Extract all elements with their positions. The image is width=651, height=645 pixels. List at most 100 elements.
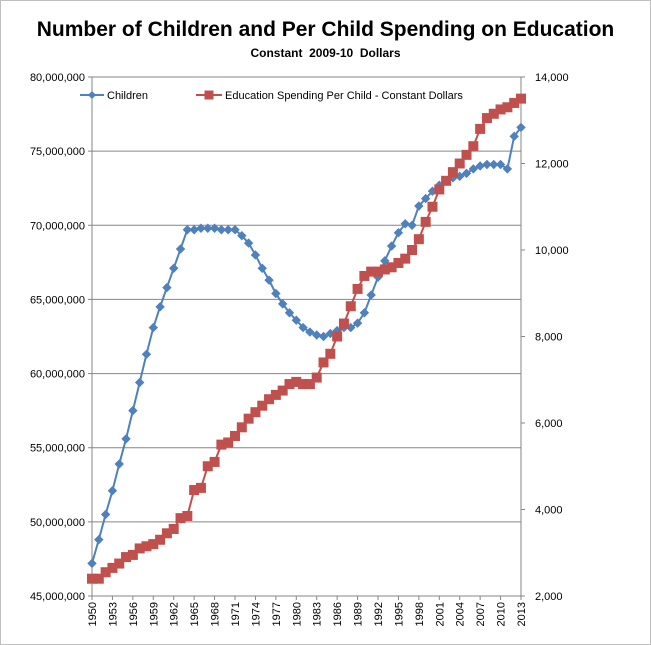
point-children-1971 xyxy=(230,225,240,235)
point-children-1964 xyxy=(182,225,193,235)
series-line-0 xyxy=(91,126,522,564)
point-spending-1973 xyxy=(243,413,254,424)
point-children-1950 xyxy=(87,558,97,569)
point-children-1995 xyxy=(393,227,404,238)
point-spending-1974 xyxy=(250,407,261,418)
point-children-1984 xyxy=(318,331,329,342)
point-spending-2013 xyxy=(516,93,526,104)
point-children-1990 xyxy=(359,308,370,318)
point-spending-1975 xyxy=(257,400,268,411)
point-children-2009 xyxy=(489,159,499,170)
point-children-1991 xyxy=(366,290,376,300)
point-children-1955 xyxy=(121,434,131,444)
point-children-1975 xyxy=(257,263,267,273)
x-tick-label-17: 2001 xyxy=(434,602,446,626)
point-children-1994 xyxy=(386,241,397,251)
point-spending-1978 xyxy=(277,385,288,396)
chart-subtitle: Constant 2009-10 Dollars xyxy=(250,46,401,60)
legend-label-spending: Education Spending Per Child - Constant … xyxy=(225,90,463,102)
point-children-1976 xyxy=(264,275,274,285)
x-tick-label-10: 1980 xyxy=(291,602,303,626)
x-tick-label-15: 1995 xyxy=(393,602,405,626)
legend-item-spending: Education Spending Per Child - Constant … xyxy=(196,90,463,102)
left-tick-label-2: 55,000,000 xyxy=(30,443,85,455)
point-spending-1971 xyxy=(230,430,240,441)
x-tick-label-16: 1998 xyxy=(414,602,426,626)
right-tick-label-4: 10,000 xyxy=(535,245,569,257)
legend-marker-spending xyxy=(204,90,214,100)
point-spending-1964 xyxy=(182,510,193,521)
point-children-1970 xyxy=(223,225,233,235)
point-spending-1982 xyxy=(304,379,315,390)
x-tick-label-5: 1965 xyxy=(189,602,201,626)
x-axis-ticks: 1950 1953 1956 1959 1962 1965 1968 1971 1974 1977… xyxy=(87,596,528,626)
point-children-1956 xyxy=(128,405,138,416)
point-children-2006 xyxy=(468,164,479,174)
point-spending-1960 xyxy=(155,534,166,545)
axes xyxy=(91,77,522,597)
x-tick-label-12: 1986 xyxy=(332,602,344,626)
left-tick-label-0: 45,000,000 xyxy=(30,591,85,603)
point-children-1959 xyxy=(148,322,158,333)
point-spending-2001 xyxy=(434,184,445,195)
point-children-1973 xyxy=(243,238,254,248)
right-tick-label-1: 4,000 xyxy=(535,505,563,517)
point-children-1966 xyxy=(196,223,206,233)
x-tick-label-3: 1959 xyxy=(148,602,160,626)
right-axis-ticks: 2,000 4,000 6,000 8,000 10,000 12,000 14,000 xyxy=(521,72,569,603)
point-children-1980 xyxy=(291,315,301,325)
point-children-1965 xyxy=(189,225,199,235)
point-spending-1972 xyxy=(236,422,247,433)
point-children-1974 xyxy=(250,250,261,260)
x-tick-label-7: 1971 xyxy=(230,602,242,626)
point-spending-1998 xyxy=(413,234,424,245)
point-spending-1999 xyxy=(420,216,431,227)
point-spending-2003 xyxy=(447,167,458,178)
point-spending-2000 xyxy=(427,201,438,212)
point-children-1969 xyxy=(216,225,227,235)
point-spending-1954 xyxy=(114,558,125,569)
gridlines xyxy=(92,76,521,523)
series-group xyxy=(87,93,526,584)
point-children-1978 xyxy=(277,299,288,309)
x-tick-label-6: 1968 xyxy=(210,602,222,626)
point-spending-1987 xyxy=(338,318,349,329)
point-children-2010 xyxy=(495,159,506,170)
point-children-2011 xyxy=(502,164,513,174)
point-children-1962 xyxy=(169,263,179,273)
chart-title: Number of Children and Per Child Spendin… xyxy=(36,18,615,41)
point-children-1998 xyxy=(414,201,424,211)
point-spending-1956 xyxy=(127,549,138,560)
point-children-1983 xyxy=(312,330,322,340)
right-tick-label-3: 8,000 xyxy=(535,332,563,344)
point-children-1981 xyxy=(298,322,308,333)
point-spending-1996 xyxy=(400,253,411,264)
point-spending-1983 xyxy=(311,372,322,383)
x-tick-label-19: 2007 xyxy=(475,602,487,626)
x-tick-label-18: 2004 xyxy=(455,602,467,626)
point-children-1967 xyxy=(203,223,213,233)
series-diamond xyxy=(87,122,526,569)
x-tick-label-2: 1956 xyxy=(128,602,140,626)
point-children-1977 xyxy=(271,288,281,299)
legend-item-children: Children xyxy=(80,90,148,102)
right-tick-label-2: 6,000 xyxy=(535,418,563,430)
point-spending-1997 xyxy=(407,245,418,255)
point-children-1989 xyxy=(352,318,363,328)
point-children-1963 xyxy=(175,244,186,254)
left-tick-label-6: 75,000,000 xyxy=(30,146,85,158)
point-children-1951 xyxy=(94,534,104,545)
left-tick-label-5: 70,000,000 xyxy=(30,220,85,232)
point-children-2012 xyxy=(509,131,519,142)
x-tick-label-9: 1977 xyxy=(271,602,283,626)
point-spending-2006 xyxy=(468,141,479,152)
point-children-1957 xyxy=(134,377,145,388)
point-children-1960 xyxy=(155,302,165,312)
point-spending-2004 xyxy=(454,158,465,169)
point-children-2005 xyxy=(461,168,472,179)
point-spending-1962 xyxy=(168,523,179,534)
left-tick-label-3: 60,000,000 xyxy=(30,369,85,381)
x-tick-label-0: 1950 xyxy=(87,602,99,626)
